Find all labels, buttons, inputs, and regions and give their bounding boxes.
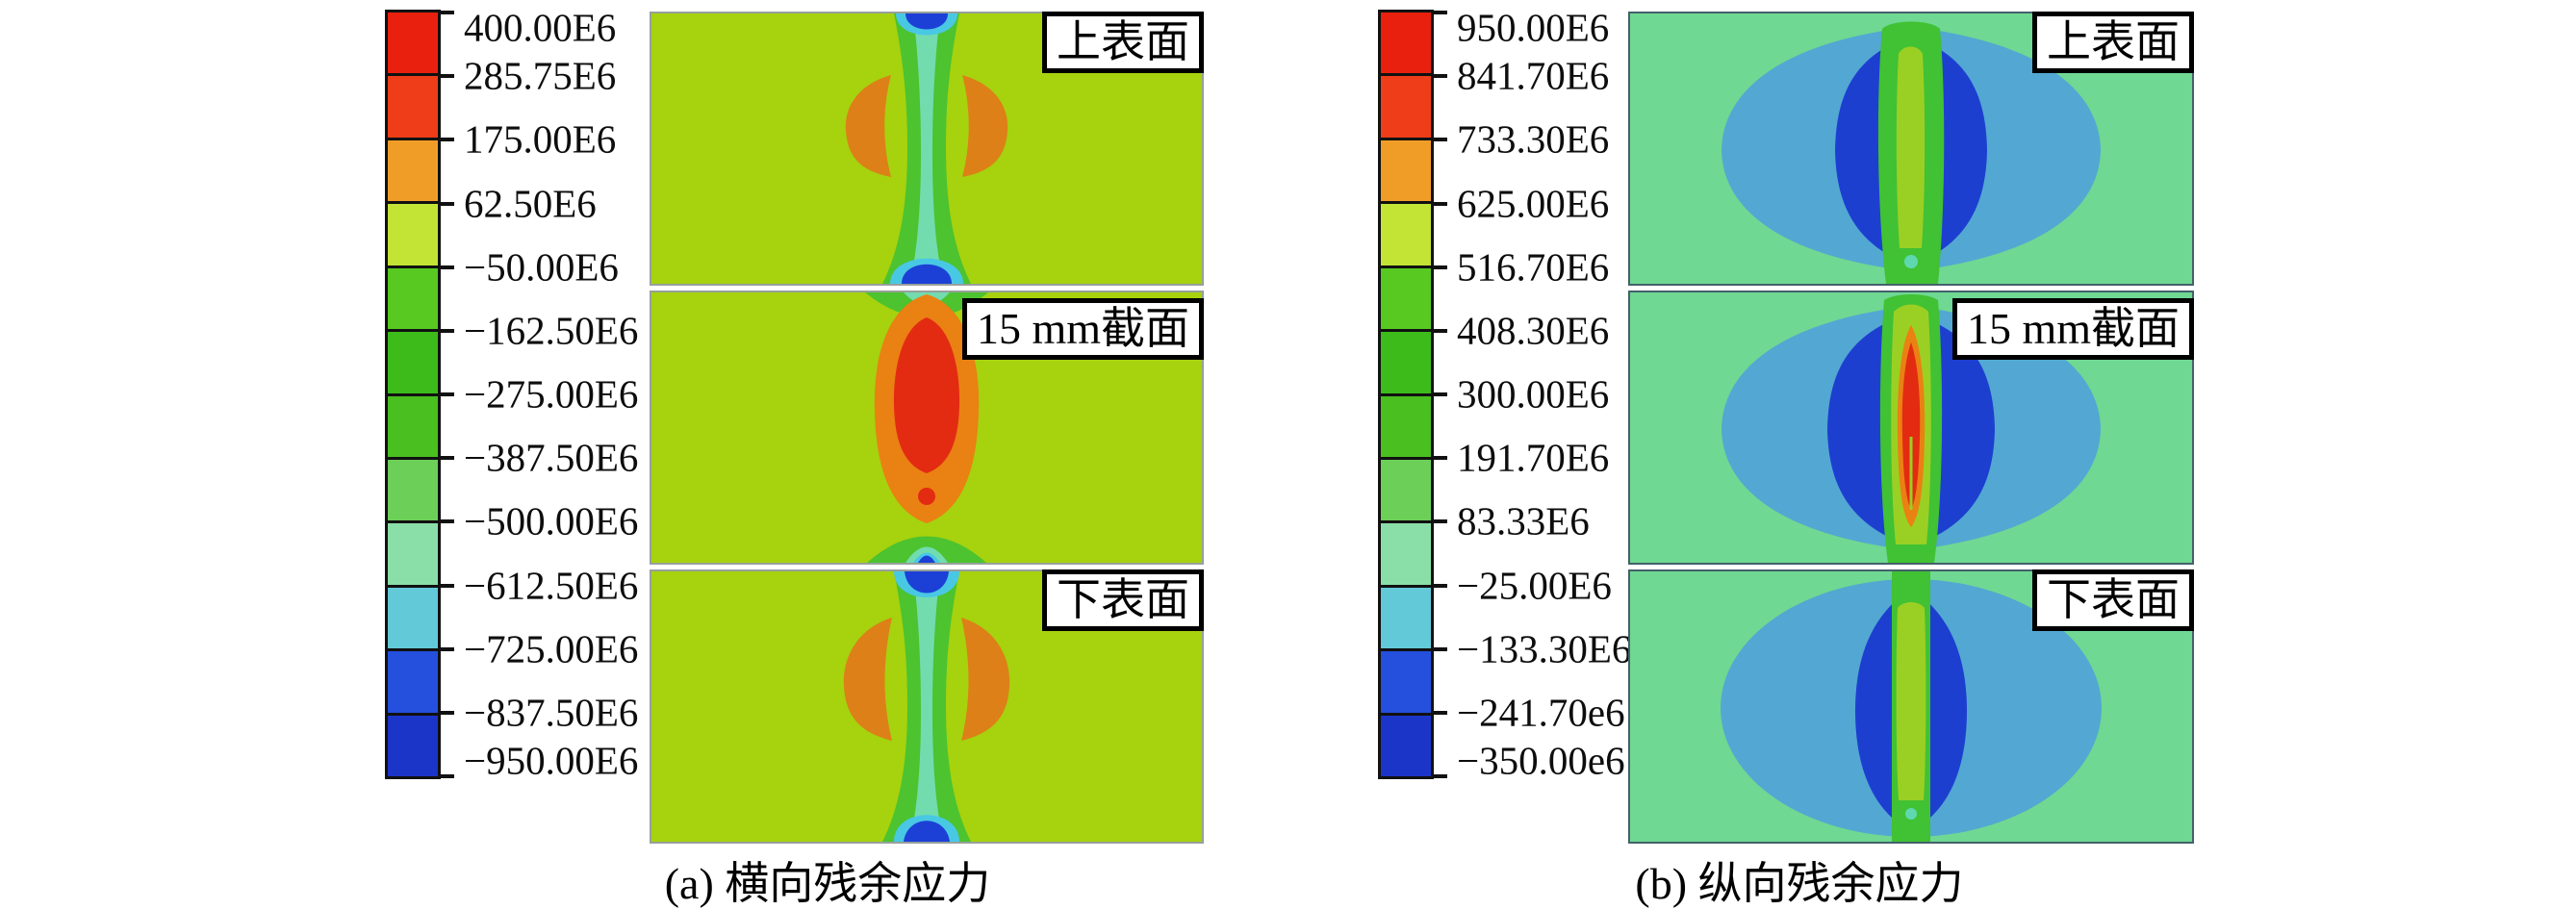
colorbar-label: −133.30E6 — [1457, 626, 1632, 671]
colorbar-tick — [438, 392, 454, 396]
colorbar-segment — [1381, 204, 1431, 268]
caption-a: (a) 横向残余应力 — [664, 859, 991, 908]
panel-label-a2: 15 mm截面 — [961, 298, 1204, 361]
colorbar-segment — [1381, 13, 1431, 77]
colorbar-segment — [388, 76, 438, 140]
colorbar-tick — [1431, 456, 1447, 461]
colorbar-tick — [438, 201, 454, 206]
panel-label-b2: 15 mm截面 — [1951, 298, 2194, 361]
colorbar-label: 408.30E6 — [1457, 308, 1610, 353]
colorbar-label: −25.00E6 — [1457, 563, 1612, 607]
colorbar-tick — [1431, 138, 1447, 142]
colorbar-label: 625.00E6 — [1457, 181, 1610, 225]
panel-b-top-surface: 上表面 — [1628, 12, 2194, 286]
colorbar-tick — [1431, 710, 1447, 715]
colorbar-tick — [1431, 201, 1447, 206]
colorbar-segment — [388, 587, 438, 652]
colorbar-label: −350.00e6 — [1457, 738, 1625, 783]
colorbar-tick — [438, 583, 454, 588]
colorbar-tick — [1431, 328, 1447, 333]
panel-label-b3: 下表面 — [2032, 569, 2194, 632]
colorbar-segment — [1381, 76, 1431, 140]
panel-label-a3: 下表面 — [1042, 569, 1204, 632]
colorbar-label: 841.70E6 — [1457, 53, 1610, 98]
contour-b-bottom-surface — [1630, 571, 2192, 842]
colorbar-a: 400.00E6 285.75E6 175.00E6 62.50E6 −50.00E6 −… — [385, 5, 674, 783]
colorbar-segment — [1381, 395, 1431, 460]
panel-label-a1: 上表面 — [1042, 12, 1204, 74]
colorbar-label: 733.30E6 — [1457, 116, 1610, 162]
colorbar-label: −275.00E6 — [464, 371, 639, 417]
colorbar-tick — [1431, 392, 1447, 396]
colorbar-tick — [438, 646, 454, 651]
colorbar-label: 285.75E6 — [464, 53, 617, 98]
colorbar-label: 300.00E6 — [1457, 371, 1610, 417]
colorbar-tick — [1431, 774, 1447, 778]
colorbar-segment — [388, 13, 438, 77]
colorbar-label: −950.00E6 — [464, 738, 639, 783]
colorbar-segment — [388, 139, 438, 205]
contour-b-mid-section — [1630, 292, 2192, 563]
colorbar-tick — [1431, 11, 1447, 14]
colorbar-label: 516.70E6 — [1457, 244, 1610, 290]
colorbar-label: −241.70e6 — [1457, 690, 1625, 735]
colorbar-label: 83.33E6 — [1457, 498, 1590, 543]
panel-a-bottom-surface: 下表面 — [650, 569, 1204, 844]
colorbar-tick — [438, 710, 454, 715]
colorbar-segment — [388, 459, 438, 524]
colorbar-segment — [388, 332, 438, 396]
colorbar-swatches — [385, 10, 441, 779]
colorbar-segment — [1381, 267, 1431, 333]
colorbar-tick — [1431, 74, 1447, 79]
colorbar-b: 950.00E6 841.70E6 733.30E6 625.00E6 516.70E6… — [1378, 5, 1667, 783]
colorbar-segment — [388, 651, 438, 716]
panel-b-mid-section: 15 mm截面 — [1628, 291, 2194, 565]
colorbar-tick — [438, 519, 454, 524]
colorbar-label: −162.50E6 — [464, 308, 639, 353]
colorbar-segment — [1381, 651, 1431, 716]
colorbar-tick — [438, 265, 454, 269]
colorbar-segment — [388, 523, 438, 588]
colorbar-label: −50.00E6 — [464, 244, 619, 290]
colorbar-segment — [1381, 332, 1431, 396]
colorbar-segment — [388, 715, 438, 777]
colorbar-segment — [1381, 587, 1431, 652]
panel-b-bottom-surface: 下表面 — [1628, 569, 2194, 844]
colorbar-label: −837.50E6 — [464, 690, 639, 735]
colorbar-segment — [1381, 715, 1431, 777]
colorbar-tick — [438, 328, 454, 333]
colorbar-tick — [1431, 646, 1447, 651]
colorbar-segment — [388, 204, 438, 268]
colorbar-label: 191.70E6 — [1457, 435, 1610, 480]
panel-a-mid-section: 15 mm截面 — [650, 291, 1204, 565]
colorbar-label: 175.00E6 — [464, 116, 617, 162]
colorbar-segment — [388, 395, 438, 460]
panel-label-b1: 上表面 — [2032, 12, 2194, 74]
colorbar-segment — [1381, 139, 1431, 205]
colorbar-tick — [1431, 519, 1447, 524]
colorbar-tick — [438, 456, 454, 461]
colorbar-segment — [1381, 459, 1431, 524]
colorbar-swatches — [1378, 10, 1434, 779]
colorbar-label: −387.50E6 — [464, 435, 639, 480]
colorbar-tick — [438, 138, 454, 142]
panel-a-top-surface: 上表面 — [650, 12, 1204, 286]
colorbar-tick — [438, 11, 454, 14]
colorbar-segment — [388, 267, 438, 333]
colorbar-label: 62.50E6 — [464, 181, 597, 225]
colorbar-label: −612.50E6 — [464, 563, 639, 607]
contour-b-top-surface — [1630, 13, 2192, 284]
colorbar-tick — [1431, 583, 1447, 588]
colorbar-tick — [438, 74, 454, 79]
colorbar-label: 400.00E6 — [464, 5, 617, 50]
colorbar-label: −500.00E6 — [464, 498, 639, 543]
colorbar-tick — [1431, 265, 1447, 269]
colorbar-label: −725.00E6 — [464, 626, 639, 671]
colorbar-tick — [438, 774, 454, 778]
colorbar-segment — [1381, 523, 1431, 588]
colorbar-label: 950.00E6 — [1457, 5, 1610, 50]
caption-b: (b) 纵向残余应力 — [1635, 859, 1964, 908]
